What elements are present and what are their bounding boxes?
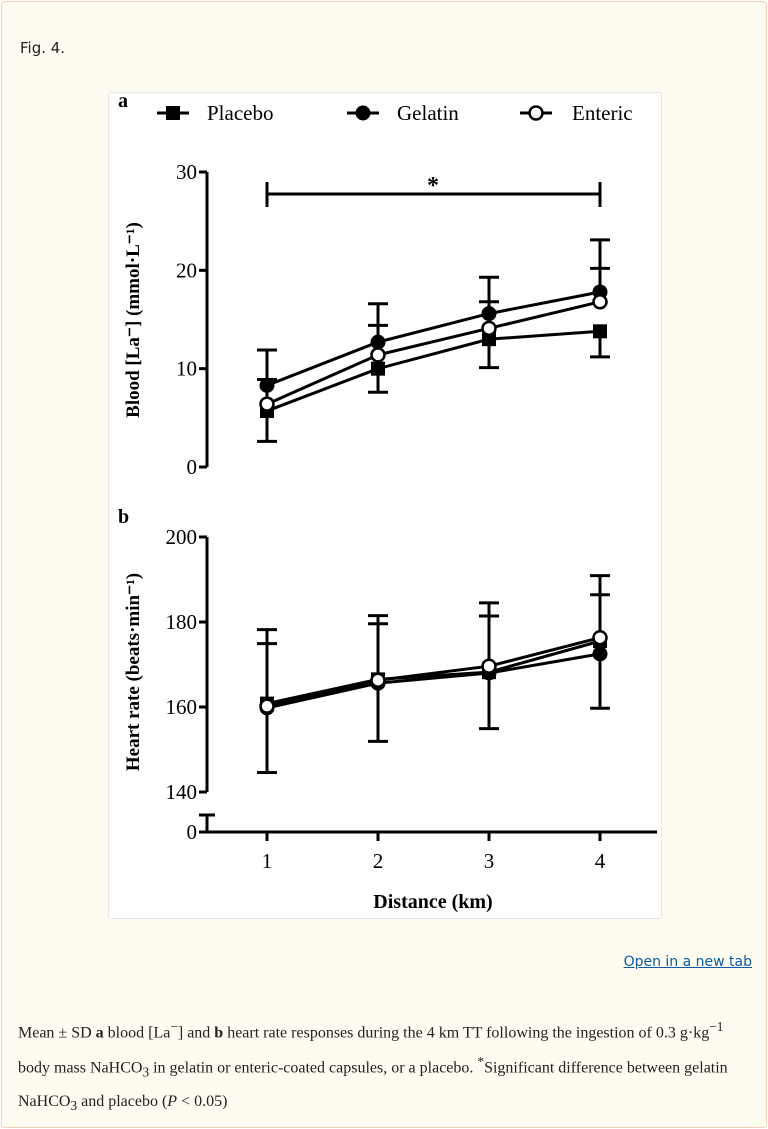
data-point-gelatin — [592, 646, 608, 662]
panel-b-ylabel: Heart rate (beats·min⁻¹) — [123, 573, 144, 771]
caption-sub: 3 — [70, 1098, 78, 1114]
series-line-placebo — [266, 329, 601, 413]
series-line-gelatin — [266, 652, 601, 710]
series-line-placebo — [266, 639, 601, 706]
data-point-enteric — [592, 294, 608, 310]
y-tick-label-a: 0 — [187, 455, 198, 479]
y-tick-label-b: 160 — [166, 695, 198, 719]
data-point-enteric — [370, 347, 386, 363]
data-point-placebo — [593, 324, 607, 339]
caption-text: blood [La — [103, 1024, 171, 1042]
x-tick-label: 2 — [373, 849, 384, 873]
x-tick-label: 3 — [484, 849, 495, 873]
caption-text: ] and — [177, 1024, 215, 1042]
series-line-enteric — [266, 300, 601, 406]
legend-marker-enteric — [528, 105, 544, 121]
y-tick-label-b: 0 — [187, 820, 198, 844]
caption-text: < 0.05) — [177, 1092, 228, 1110]
panel-b-plot: 0 140 160 180 200 1 2 3 4 — [166, 525, 657, 873]
caption-p-italic: P — [167, 1092, 178, 1110]
caption-text: Significant difference between gelatin N… — [18, 1059, 728, 1110]
y-tick-label-a: 20 — [176, 258, 197, 282]
data-point-enteric — [370, 672, 386, 688]
legend: Placebo Gelatin Enteric — [157, 101, 633, 125]
legend-label-enteric: Enteric — [572, 101, 633, 125]
caption-text: body mass NaHCO — [18, 1059, 143, 1077]
panel-a-ylabel: Blood [La⁻] (mmol·L⁻¹) — [123, 222, 144, 418]
panel-a-plot: 0 10 20 30 — [176, 160, 610, 479]
caption-sup: * — [477, 1054, 485, 1070]
caption-text: in gelatin or enteric-coated capsules, o… — [149, 1059, 478, 1077]
legend-label-placebo: Placebo — [207, 101, 273, 125]
caption-sup: −1 — [709, 1019, 724, 1034]
data-point-gelatin — [259, 377, 275, 393]
data-point-enteric — [481, 320, 497, 337]
caption-text: heart rate responses during the 4 km TT … — [223, 1024, 710, 1042]
figure-caption: Mean ± SD a blood [La−] and b heart rate… — [18, 1012, 753, 1120]
y-tick-label-b: 180 — [166, 610, 198, 634]
data-point-placebo — [482, 332, 496, 347]
caption-panel-a: a — [95, 1024, 104, 1042]
data-point-placebo — [371, 361, 385, 376]
legend-marker-placebo — [166, 106, 180, 120]
panel-b-label: b — [118, 506, 129, 528]
data-point-gelatin — [370, 334, 386, 350]
caption-panel-b: b — [214, 1024, 224, 1042]
data-point-gelatin — [481, 306, 497, 322]
legend-marker-gelatin — [355, 105, 371, 121]
y-tick-label-a: 30 — [176, 160, 197, 184]
caption-sup: − — [170, 1019, 178, 1034]
y-tick-label-a: 10 — [176, 357, 197, 381]
y-tick-label-b: 200 — [166, 525, 198, 549]
caption-text: and placebo ( — [77, 1092, 168, 1110]
figure-image-box — [108, 92, 662, 919]
data-point-enteric — [259, 396, 275, 412]
figure-label: Fig. 4. — [20, 39, 66, 57]
y-tick-label-b: 140 — [166, 780, 198, 804]
caption-text: Mean ± SD — [18, 1024, 96, 1042]
series-line-enteric — [266, 636, 601, 708]
panel-a-label: a — [118, 90, 128, 112]
open-in-new-tab-link[interactable]: Open in a new tab — [623, 954, 752, 970]
series-line-gelatin — [266, 290, 601, 387]
x-tick-label: 4 — [595, 849, 606, 873]
data-point-enteric — [592, 629, 608, 646]
legend-label-gelatin: Gelatin — [397, 101, 459, 125]
x-axis-label: Distance (km) — [373, 891, 492, 913]
data-point-enteric — [259, 698, 275, 714]
x-tick-label: 1 — [262, 849, 273, 873]
caption-sub: 3 — [142, 1064, 150, 1080]
data-point-enteric — [481, 658, 497, 674]
